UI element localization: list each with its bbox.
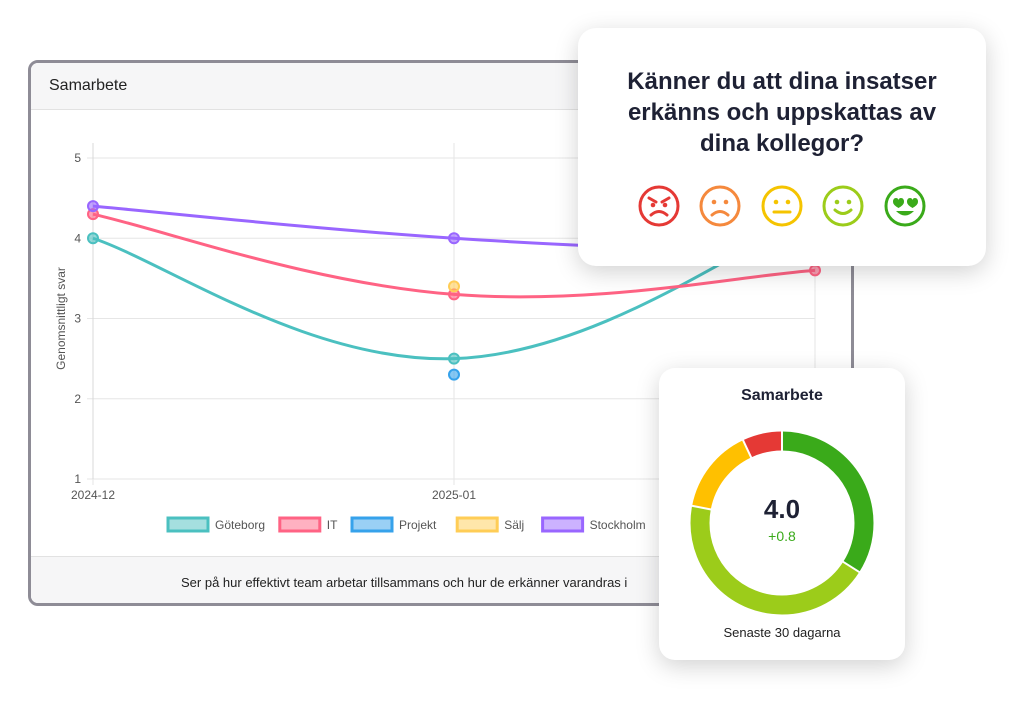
score-value: 4.0 <box>763 494 801 524</box>
sad-face-icon[interactable] <box>698 184 742 228</box>
question-text: Känner du att dina insatser erkänns och … <box>627 68 937 157</box>
angry-face-icon[interactable] <box>637 184 681 228</box>
legend-label: Göteborg <box>215 518 265 532</box>
data-point <box>87 232 99 245</box>
x-tick-label: 2024-12 <box>71 488 115 502</box>
score-delta: +0.8 <box>768 528 796 544</box>
y-tick-label: 4 <box>74 231 81 245</box>
legend-label: IT <box>327 518 338 532</box>
smile-face-icon[interactable] <box>821 184 865 228</box>
y-tick-label: 5 <box>74 151 81 165</box>
heart-eyes-face-icon[interactable] <box>883 184 927 228</box>
legend-label: Sälj <box>504 518 524 532</box>
data-point <box>448 232 460 245</box>
data-point <box>448 352 460 365</box>
legend-swatch <box>541 516 585 533</box>
x-tick-label: 2025-01 <box>432 488 476 502</box>
legend-swatch <box>278 516 322 533</box>
y-axis-label: Genomsnittligt svar <box>54 267 68 370</box>
donut-separator <box>741 438 753 459</box>
score-period: Senaste 30 dagarna <box>723 625 841 640</box>
legend-swatch <box>166 516 210 533</box>
donut-separator <box>690 504 712 511</box>
chart-card-title: Samarbete <box>49 77 128 94</box>
data-point <box>448 280 460 293</box>
data-point <box>448 368 460 381</box>
emoji-rating-row <box>578 184 986 228</box>
chart-description: Ser på hur effektivt team arbetar tillsa… <box>181 575 628 590</box>
legend-label: Stockholm <box>590 518 646 532</box>
legend-item: Göteborg <box>166 516 265 533</box>
donut-separator <box>841 560 861 574</box>
legend-item: Sälj <box>455 516 524 533</box>
y-tick-label: 1 <box>74 472 81 486</box>
legend-label: Projekt <box>399 518 437 532</box>
legend-item: Projekt <box>350 516 437 533</box>
score-card: Samarbete 4.0 +0.8 Senaste 30 dagarna <box>659 368 905 660</box>
question-card: Känner du att dina insatser erkänns och … <box>578 28 986 266</box>
legend-item: Stockholm <box>541 516 646 533</box>
data-point <box>809 264 821 277</box>
data-point <box>87 200 99 213</box>
legend-item: IT <box>278 516 338 533</box>
y-tick-label: 2 <box>74 392 81 406</box>
y-tick-label: 3 <box>74 312 81 326</box>
legend-swatch <box>350 516 394 533</box>
legend-swatch <box>455 516 499 533</box>
donut-chart <box>690 430 874 615</box>
score-card-title: Samarbete <box>741 387 823 404</box>
neutral-face-icon[interactable] <box>760 184 804 228</box>
donut-segment <box>690 431 874 615</box>
